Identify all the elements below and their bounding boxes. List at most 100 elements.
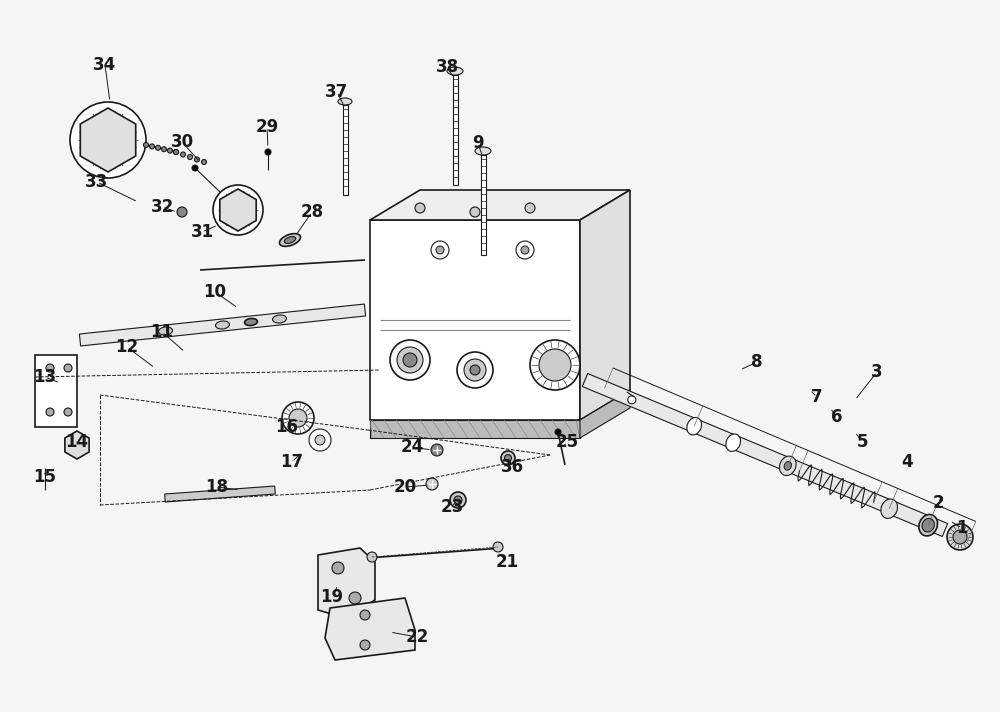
Text: 38: 38 xyxy=(435,58,459,76)
Circle shape xyxy=(46,408,54,416)
Circle shape xyxy=(454,496,462,504)
Circle shape xyxy=(464,359,486,381)
Text: 37: 37 xyxy=(325,83,349,101)
Ellipse shape xyxy=(279,234,301,246)
Circle shape xyxy=(98,130,118,150)
Circle shape xyxy=(156,145,160,150)
Bar xyxy=(452,75,458,185)
Polygon shape xyxy=(370,190,630,220)
Circle shape xyxy=(450,492,466,508)
Polygon shape xyxy=(80,108,136,172)
Text: 16: 16 xyxy=(276,418,298,436)
Circle shape xyxy=(192,165,198,171)
Polygon shape xyxy=(318,548,375,618)
Circle shape xyxy=(360,610,370,620)
Text: 28: 28 xyxy=(300,203,324,221)
Ellipse shape xyxy=(216,321,229,329)
Ellipse shape xyxy=(687,417,702,435)
Polygon shape xyxy=(79,304,366,346)
Circle shape xyxy=(525,203,535,213)
Circle shape xyxy=(188,155,192,159)
Circle shape xyxy=(309,429,331,451)
Circle shape xyxy=(470,365,480,375)
Ellipse shape xyxy=(159,327,172,335)
Circle shape xyxy=(390,340,430,380)
Text: 2: 2 xyxy=(932,494,944,512)
Circle shape xyxy=(431,444,443,456)
Circle shape xyxy=(150,144,154,149)
Circle shape xyxy=(162,147,166,152)
Text: 34: 34 xyxy=(93,56,117,74)
Text: 6: 6 xyxy=(831,408,843,426)
Text: 33: 33 xyxy=(85,173,109,191)
Bar xyxy=(342,105,348,195)
Polygon shape xyxy=(580,190,630,420)
Circle shape xyxy=(144,142,148,147)
Circle shape xyxy=(213,185,263,235)
Polygon shape xyxy=(582,374,948,536)
Text: 19: 19 xyxy=(320,588,344,606)
Circle shape xyxy=(289,409,307,427)
Text: 32: 32 xyxy=(150,198,174,216)
Text: 17: 17 xyxy=(280,453,304,471)
Circle shape xyxy=(282,402,314,434)
Circle shape xyxy=(397,347,423,373)
Ellipse shape xyxy=(273,315,286,323)
Bar xyxy=(35,355,77,427)
Circle shape xyxy=(953,530,967,544)
Ellipse shape xyxy=(447,67,463,75)
Text: 20: 20 xyxy=(393,478,417,496)
Circle shape xyxy=(332,562,344,574)
Ellipse shape xyxy=(245,318,257,325)
Ellipse shape xyxy=(726,434,741,451)
Circle shape xyxy=(436,246,444,254)
Circle shape xyxy=(174,150,178,155)
Circle shape xyxy=(225,197,251,223)
Circle shape xyxy=(415,203,425,213)
Text: 1: 1 xyxy=(956,519,968,537)
Text: 36: 36 xyxy=(500,458,524,476)
Polygon shape xyxy=(325,598,415,660)
Text: 21: 21 xyxy=(495,553,519,571)
Text: 23: 23 xyxy=(440,498,464,516)
Circle shape xyxy=(69,437,85,453)
Circle shape xyxy=(194,157,200,162)
Circle shape xyxy=(360,640,370,650)
Text: 22: 22 xyxy=(405,628,429,646)
Circle shape xyxy=(403,353,417,367)
Text: 30: 30 xyxy=(170,133,194,151)
Text: 5: 5 xyxy=(856,433,868,451)
Text: 13: 13 xyxy=(33,368,57,386)
Circle shape xyxy=(177,207,187,217)
Circle shape xyxy=(516,241,534,259)
Ellipse shape xyxy=(338,98,352,105)
Ellipse shape xyxy=(919,515,938,536)
Circle shape xyxy=(457,352,493,388)
Polygon shape xyxy=(65,431,89,459)
Circle shape xyxy=(232,204,244,216)
Text: 11: 11 xyxy=(150,323,174,341)
Text: 31: 31 xyxy=(190,223,214,241)
Ellipse shape xyxy=(284,236,296,244)
Circle shape xyxy=(88,120,128,160)
Circle shape xyxy=(349,592,361,604)
Text: 7: 7 xyxy=(811,388,823,406)
Circle shape xyxy=(265,149,271,155)
Circle shape xyxy=(947,524,973,550)
Ellipse shape xyxy=(779,456,796,476)
Circle shape xyxy=(539,349,571,381)
Circle shape xyxy=(505,454,512,461)
Circle shape xyxy=(628,396,636,404)
Text: 25: 25 xyxy=(555,433,579,451)
Circle shape xyxy=(46,364,54,372)
Circle shape xyxy=(470,207,480,217)
Text: 15: 15 xyxy=(34,468,56,486)
Circle shape xyxy=(70,102,146,178)
Circle shape xyxy=(521,246,529,254)
Ellipse shape xyxy=(784,461,791,470)
Circle shape xyxy=(431,241,449,259)
Circle shape xyxy=(174,150,178,155)
Text: 24: 24 xyxy=(400,438,424,456)
Text: 9: 9 xyxy=(472,134,484,152)
Text: 12: 12 xyxy=(115,338,139,356)
